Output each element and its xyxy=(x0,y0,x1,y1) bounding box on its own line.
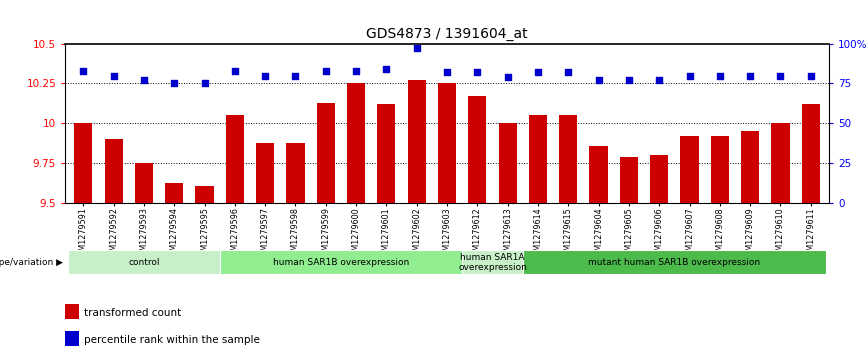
Point xyxy=(288,73,302,78)
Point xyxy=(743,73,757,78)
Bar xyxy=(378,104,396,203)
Bar xyxy=(220,250,462,274)
Bar xyxy=(802,104,820,203)
Text: mutant human SAR1B overexpression: mutant human SAR1B overexpression xyxy=(589,258,760,267)
Bar xyxy=(711,136,729,203)
Point xyxy=(107,73,121,78)
Text: transformed count: transformed count xyxy=(84,307,181,318)
Point xyxy=(410,45,424,51)
Title: GDS4873 / 1391604_at: GDS4873 / 1391604_at xyxy=(366,27,528,41)
Point xyxy=(804,73,818,78)
Bar xyxy=(772,123,790,203)
Bar xyxy=(65,331,79,346)
Point xyxy=(470,69,484,75)
Text: percentile rank within the sample: percentile rank within the sample xyxy=(84,335,260,345)
Bar xyxy=(104,139,122,203)
Bar xyxy=(650,155,668,203)
Point xyxy=(562,69,575,75)
Point xyxy=(652,77,666,83)
Bar xyxy=(65,304,79,319)
Text: human SAR1B overexpression: human SAR1B overexpression xyxy=(273,258,409,267)
Bar xyxy=(741,131,760,203)
Bar xyxy=(620,157,638,203)
Point xyxy=(682,73,696,78)
Bar xyxy=(408,80,426,203)
Bar xyxy=(74,123,92,203)
Text: genotype/variation ▶: genotype/variation ▶ xyxy=(0,258,63,267)
Point xyxy=(531,69,545,75)
Point xyxy=(168,81,181,86)
Bar xyxy=(317,103,335,203)
Point xyxy=(76,68,90,74)
Text: control: control xyxy=(128,258,160,267)
Bar xyxy=(195,186,214,203)
Bar xyxy=(468,96,486,203)
Point xyxy=(137,77,151,83)
Point xyxy=(319,68,332,74)
Text: human SAR1A
overexpression: human SAR1A overexpression xyxy=(458,253,527,272)
Bar xyxy=(226,115,244,203)
Bar xyxy=(286,143,305,203)
Bar xyxy=(68,250,220,274)
Bar xyxy=(135,163,153,203)
Point xyxy=(379,66,393,72)
Point xyxy=(773,73,787,78)
Bar xyxy=(529,115,547,203)
Point xyxy=(258,73,272,78)
Point xyxy=(440,69,454,75)
Point xyxy=(592,77,606,83)
Bar xyxy=(256,143,274,203)
Bar xyxy=(438,83,456,203)
Bar xyxy=(347,83,365,203)
Point xyxy=(501,74,515,80)
Point xyxy=(228,68,242,74)
Point xyxy=(622,77,636,83)
Bar xyxy=(165,183,183,203)
Bar xyxy=(589,146,608,203)
Bar xyxy=(523,250,826,274)
Bar xyxy=(559,115,577,203)
Bar xyxy=(498,123,516,203)
Point xyxy=(198,81,212,86)
Point xyxy=(349,68,363,74)
Bar xyxy=(681,136,699,203)
Bar xyxy=(462,250,523,274)
Point xyxy=(713,73,727,78)
